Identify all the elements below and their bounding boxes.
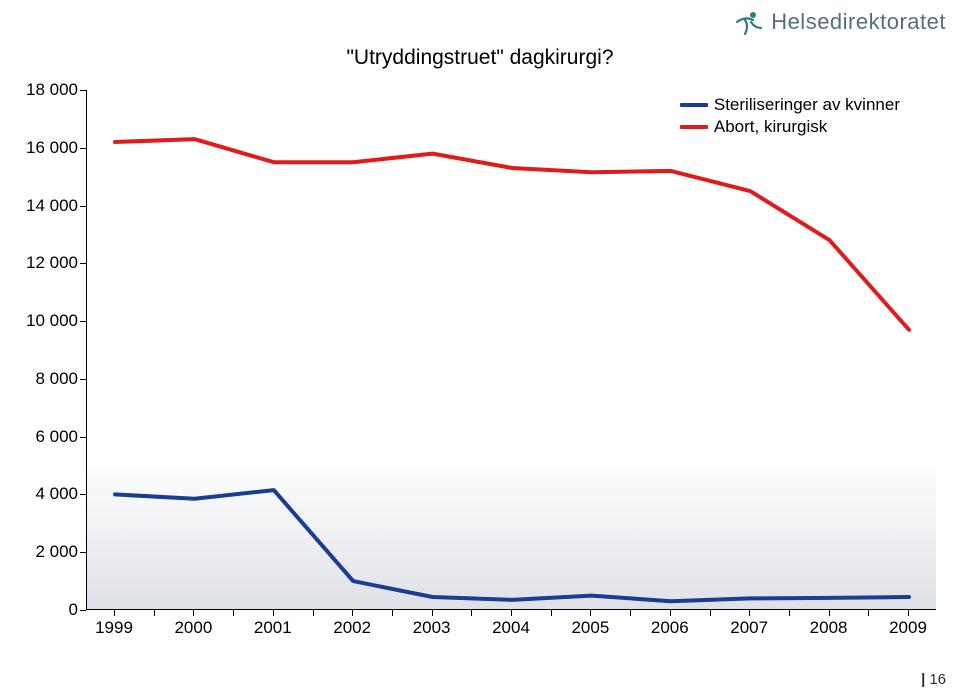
x-tick [829, 610, 830, 616]
y-tick [80, 379, 86, 380]
x-axis-label: 2008 [810, 618, 848, 638]
x-tick [670, 610, 671, 616]
plot-area [86, 90, 936, 610]
x-tick [352, 610, 353, 616]
org-logo: Helsedirektoratet [731, 8, 946, 36]
y-tick [80, 552, 86, 553]
x-tick [908, 610, 909, 616]
y-axis-label: 0 [20, 600, 78, 620]
legend-label: Steriliseringer av kvinner [714, 94, 900, 116]
y-axis-label: 8 000 [20, 369, 78, 389]
x-tick [630, 610, 631, 616]
series-svg [87, 90, 937, 610]
x-tick [789, 610, 790, 616]
y-axis-label: 10 000 [20, 311, 78, 331]
legend: Steriliseringer av kvinnerAbort, kirurgi… [680, 94, 900, 138]
x-tick [749, 610, 750, 616]
x-tick [590, 610, 591, 616]
legend-swatch-icon [680, 103, 708, 107]
logo-mark-icon [731, 8, 765, 36]
y-axis-label: 16 000 [20, 138, 78, 158]
y-axis-label: 4 000 [20, 484, 78, 504]
x-tick [511, 610, 512, 616]
x-axis-label: 2001 [254, 618, 292, 638]
x-axis-label: 1999 [95, 618, 133, 638]
y-axis-label: 14 000 [20, 196, 78, 216]
x-tick [233, 610, 234, 616]
x-tick [273, 610, 274, 616]
x-axis-label: 2004 [492, 618, 530, 638]
x-tick [392, 610, 393, 616]
x-axis-label: 2000 [174, 618, 212, 638]
logo-text: Helsedirektoratet [771, 9, 946, 35]
x-tick [868, 610, 869, 616]
y-tick [80, 321, 86, 322]
x-tick [710, 610, 711, 616]
y-tick [80, 90, 86, 91]
legend-item-0: Steriliseringer av kvinner [680, 94, 900, 116]
page-number: |16 [921, 671, 946, 688]
y-axis-label: 6 000 [20, 427, 78, 447]
x-tick [154, 610, 155, 616]
x-tick [432, 610, 433, 616]
x-tick [471, 610, 472, 616]
x-tick [313, 610, 314, 616]
x-axis-label: 2002 [333, 618, 371, 638]
y-tick [80, 437, 86, 438]
x-tick [551, 610, 552, 616]
legend-swatch-icon [680, 125, 708, 129]
chart-title: "Utryddingstruet" dagkirurgi? [0, 46, 960, 70]
y-tick [80, 494, 86, 495]
y-axis-label: 12 000 [20, 253, 78, 273]
y-tick [80, 263, 86, 264]
legend-item-1: Abort, kirurgisk [680, 116, 900, 138]
x-axis-label: 2006 [651, 618, 689, 638]
x-axis-label: 2007 [730, 618, 768, 638]
x-tick [193, 610, 194, 616]
y-tick [80, 148, 86, 149]
y-tick [80, 206, 86, 207]
y-axis-label: 18 000 [20, 80, 78, 100]
series-line-1 [115, 139, 909, 330]
y-axis-label: 2 000 [20, 542, 78, 562]
legend-label: Abort, kirurgisk [714, 116, 827, 138]
x-tick [114, 610, 115, 616]
x-axis-label: 2009 [889, 618, 927, 638]
series-line-0 [115, 490, 909, 601]
x-axis-label: 2005 [571, 618, 609, 638]
y-tick [80, 610, 86, 611]
x-axis-label: 2003 [413, 618, 451, 638]
chart: Steriliseringer av kvinnerAbort, kirurgi… [20, 90, 940, 650]
